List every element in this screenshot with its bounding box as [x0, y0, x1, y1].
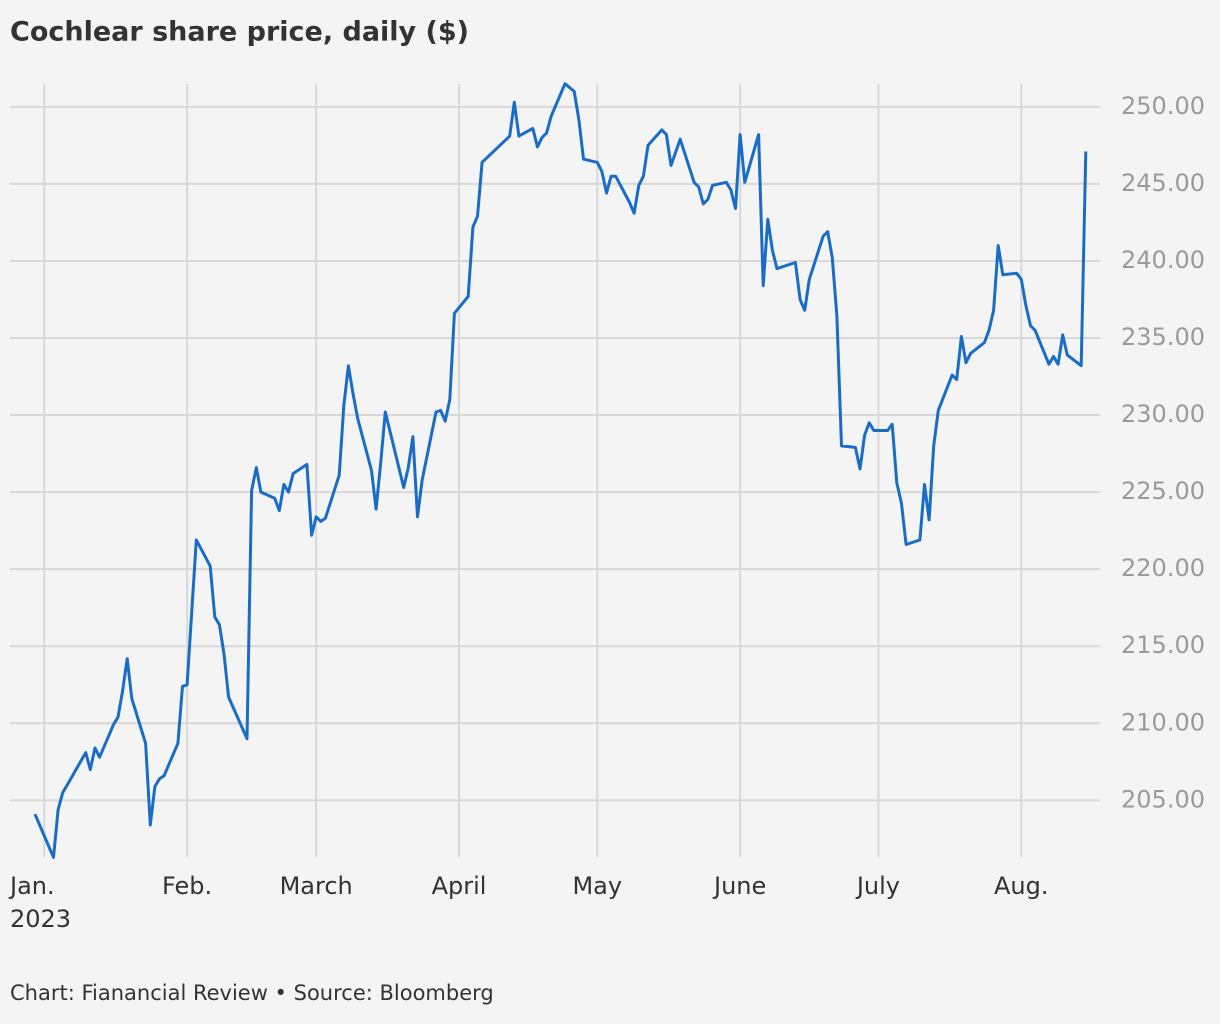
y-tick-label: 240.00 — [1121, 246, 1205, 274]
y-tick-label: 225.00 — [1121, 477, 1205, 505]
price-line — [33, 82, 1088, 859]
x-tick-label: March — [280, 872, 353, 900]
x-axis-label: 2023 — [10, 905, 71, 933]
chart-title: Cochlear share price, daily ($) — [10, 17, 469, 48]
source-note: Chart: Fianancial Review • Source: Bloom… — [10, 981, 494, 1005]
x-tick-label: April — [432, 872, 487, 900]
y-tick-label: 220.00 — [1121, 554, 1205, 582]
y-tick-label: 210.00 — [1121, 708, 1205, 736]
y-tick-label: 250.00 — [1121, 92, 1205, 120]
x-tick-label: June — [712, 872, 766, 900]
x-tick-label: Feb. — [162, 872, 212, 900]
y-tick-label: 205.00 — [1121, 785, 1205, 813]
y-tick-label: 235.00 — [1121, 323, 1205, 351]
x-tick-label: July — [855, 872, 900, 900]
y-tick-label: 245.00 — [1121, 169, 1205, 197]
y-tick-label: 230.00 — [1121, 400, 1205, 428]
x-tick-label: Aug. — [994, 872, 1049, 900]
x-tick-label: May — [572, 872, 622, 900]
x-tick-label: Jan. — [8, 872, 55, 900]
y-tick-label: 215.00 — [1121, 631, 1205, 659]
